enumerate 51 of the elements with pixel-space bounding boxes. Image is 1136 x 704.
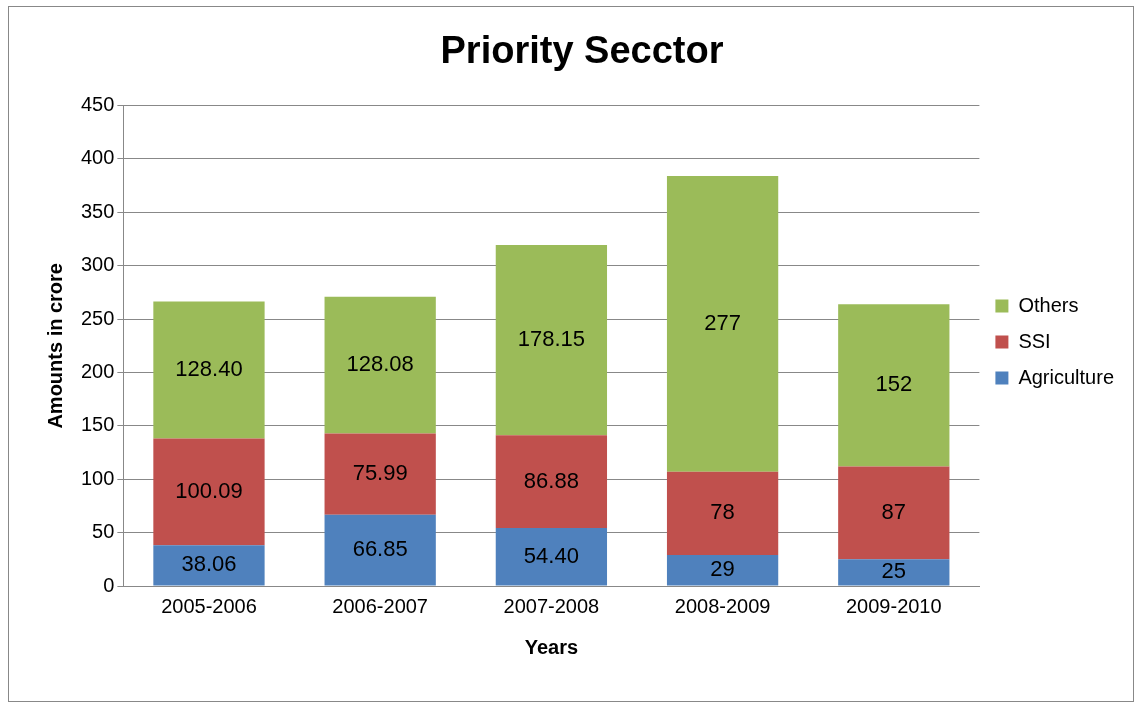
bar (666, 176, 779, 472)
bar (324, 296, 436, 434)
y-tick-label: 450 (80, 93, 115, 116)
x-tick-label: 2009-2010 (845, 594, 942, 617)
data-label: 25 (881, 558, 907, 584)
bar (666, 471, 779, 556)
data-label: 128.08 (346, 351, 414, 377)
data-label: 75.99 (352, 460, 408, 486)
bar (838, 559, 950, 586)
x-tick-label: 2005-2006 (161, 594, 257, 617)
data-label: 54.40 (523, 542, 579, 568)
bar (153, 301, 265, 439)
data-label: 29 (710, 556, 735, 582)
data-label: 38.06 (181, 551, 237, 577)
data-label: 128.40 (175, 356, 243, 382)
data-label: 152 (875, 371, 913, 397)
bar (495, 527, 608, 586)
y-tick-label: 100 (80, 466, 115, 489)
y-tick-label: 250 (80, 306, 115, 329)
y-tick-label: 350 (80, 199, 115, 222)
x-tick-label: 2008-2009 (674, 594, 771, 617)
bar (153, 545, 265, 586)
y-axis-title: Amounts in crore (43, 263, 66, 429)
bar (838, 466, 950, 560)
x-tick-label: 2007-2008 (503, 594, 600, 617)
data-label: 87 (881, 498, 907, 524)
data-label: 100.09 (175, 478, 243, 504)
bar (666, 555, 779, 586)
y-tick-label: 400 (80, 146, 115, 169)
x-axis-title: Years (524, 635, 579, 658)
bar (495, 244, 608, 436)
y-tick-label: 150 (80, 413, 115, 436)
y-tick-label: 50 (92, 520, 115, 543)
data-label: 78 (710, 499, 735, 525)
bar (324, 433, 436, 515)
bar (153, 438, 265, 546)
x-tick-label: 2006-2007 (332, 594, 429, 617)
data-label: 178.15 (517, 326, 586, 352)
data-label: 86.88 (523, 467, 579, 493)
chart-title: Priority Secctor (440, 29, 724, 72)
y-tick-label: 300 (80, 253, 115, 276)
legend-label: SSI (1018, 329, 1051, 352)
y-tick-label: 200 (80, 360, 115, 382)
data-label: 66.85 (352, 536, 408, 562)
bar (495, 435, 608, 528)
y-tick-label: 0 (103, 573, 115, 596)
legend-label: Others (1018, 293, 1079, 316)
data-label: 277 (704, 309, 741, 335)
legend-label: Agriculture (1018, 365, 1115, 388)
bar (838, 304, 950, 467)
bar (324, 514, 436, 586)
